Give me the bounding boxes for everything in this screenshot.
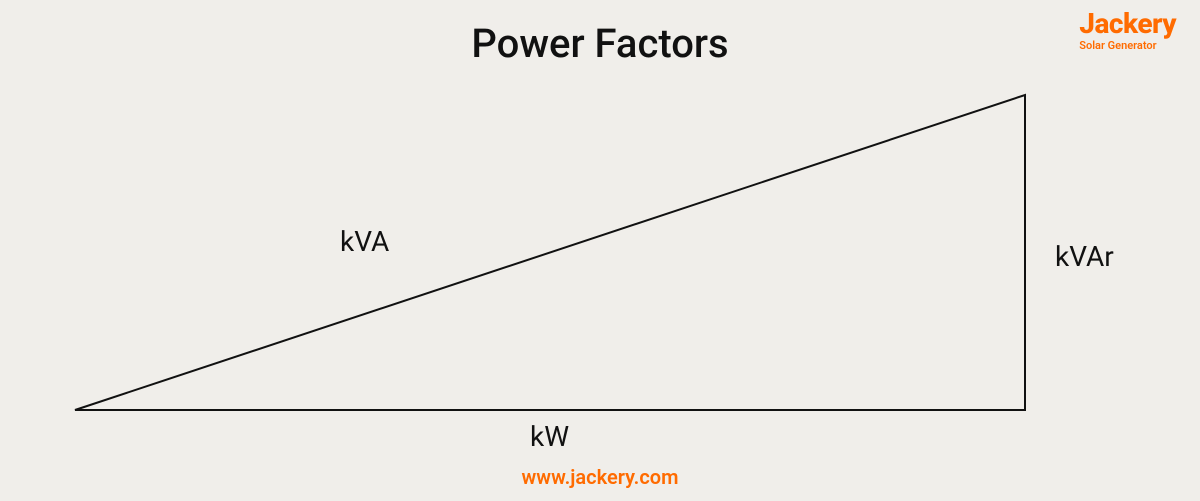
label-kva: kVA	[340, 225, 389, 258]
power-triangle	[0, 0, 1200, 501]
label-kw: kW	[530, 420, 569, 453]
website-link: www.jackery.com	[0, 465, 1200, 489]
diagram-canvas: Power Factors Jackery Solar Generator kV…	[0, 0, 1200, 501]
triangle-shape	[75, 95, 1025, 410]
label-kvar: kVAr	[1055, 240, 1114, 273]
